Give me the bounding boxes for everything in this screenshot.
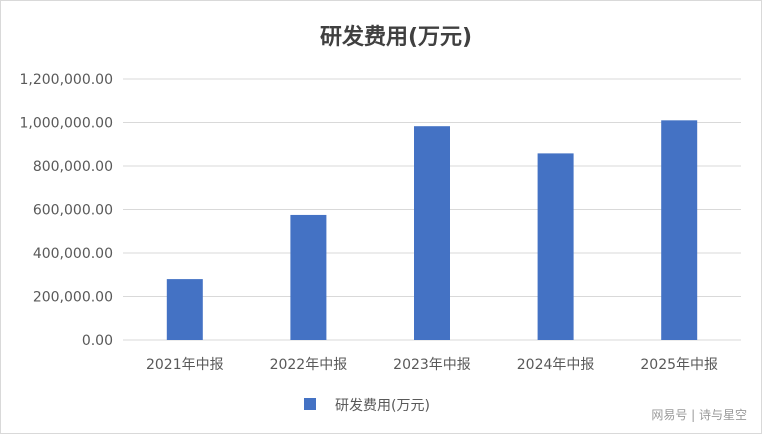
- x-tick-label: 2022年中报: [270, 357, 348, 373]
- y-tick-label: 1,000,000.00: [19, 116, 113, 132]
- bar: [414, 126, 450, 340]
- y-tick-label: 0.00: [82, 333, 113, 349]
- x-tick-label: 2025年中报: [640, 357, 718, 373]
- watermark: 网易号 | 诗与星空: [651, 408, 747, 422]
- legend-label: 研发费用(万元): [335, 398, 430, 414]
- x-tick-label: 2023年中报: [393, 357, 471, 373]
- y-tick-label: 800,000.00: [33, 159, 113, 175]
- y-tick-label: 600,000.00: [33, 203, 113, 219]
- y-tick-label: 400,000.00: [33, 246, 113, 262]
- bar: [290, 214, 327, 340]
- legend: 研发费用(万元): [304, 398, 430, 414]
- bar: [661, 120, 698, 340]
- bar: [166, 279, 203, 340]
- y-tick-label: 200,000.00: [33, 290, 113, 306]
- x-tick-label: 2024年中报: [517, 357, 595, 373]
- x-axis-ticks: 2021年中报 2022年中报 2023年中报 2024年中报 2025年中报: [146, 357, 718, 373]
- chart-title: 研发费用(万元): [320, 24, 472, 50]
- y-axis-ticks: 0.00 200,000.00 400,000.00 600,000.00 800,00…: [19, 72, 113, 349]
- y-tick-label: 1,200,000.00: [19, 72, 113, 88]
- bar: [537, 153, 574, 340]
- legend-swatch: [304, 398, 316, 410]
- x-tick-label: 2021年中报: [146, 357, 224, 373]
- bars: [166, 120, 698, 340]
